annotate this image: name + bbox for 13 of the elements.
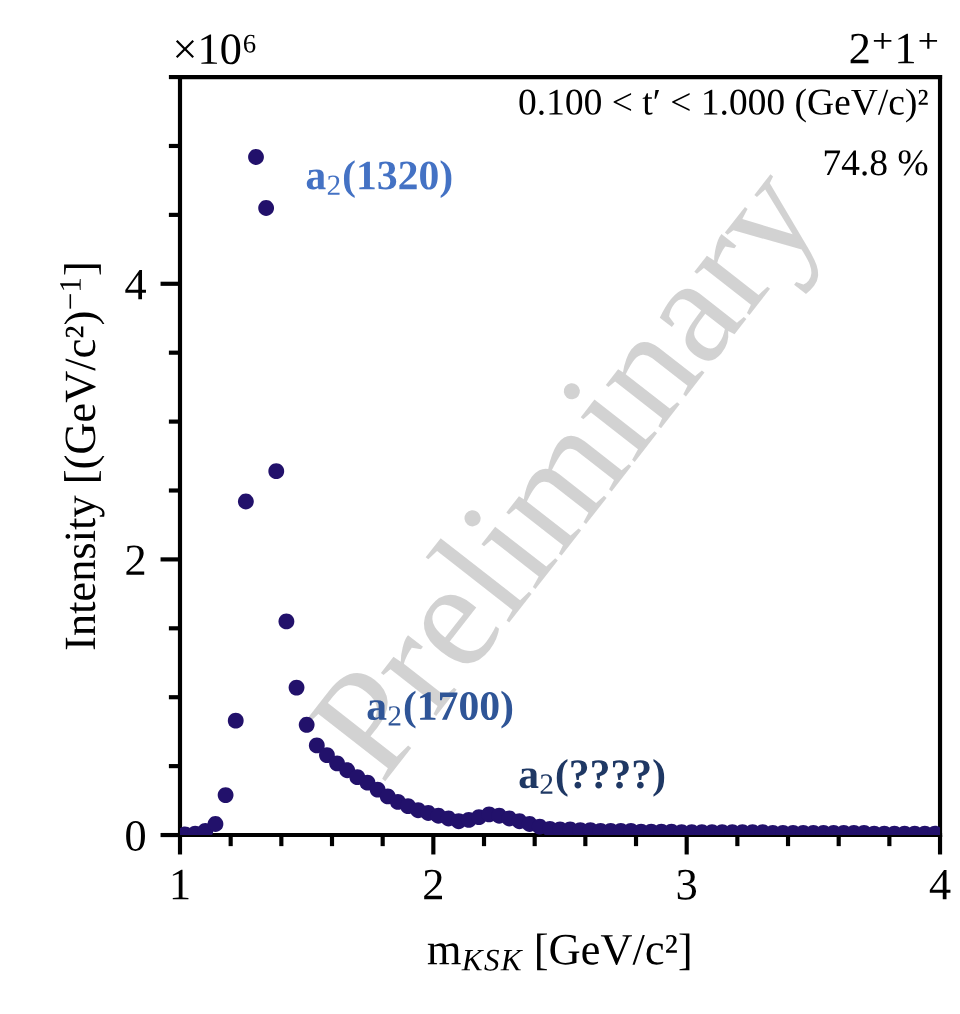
chart-title: 2⁺1⁺ xyxy=(850,33,938,64)
y-tick-label: 4 xyxy=(125,269,146,300)
y-tick-label: 2 xyxy=(126,545,145,575)
y-tick-label: 0 xyxy=(126,820,145,851)
x-tick-label: 1 xyxy=(172,869,189,900)
annotation: 0.100 < t′ < 1.000 (GeV/c)² xyxy=(519,88,928,123)
x-tick-label: 2 xyxy=(424,869,442,900)
annotation: 74.8 % xyxy=(824,150,928,176)
x-axis-title: m$_{KSK}$ [GeV/c²] xyxy=(427,933,690,971)
text: ×10⁶ xyxy=(175,34,256,65)
x-tick-label: 4 xyxy=(929,869,951,900)
y-axis-title: Intensity [(GeV/c²)$^{−1}$] xyxy=(60,264,105,650)
x-tick-label: 3 xyxy=(677,869,697,900)
